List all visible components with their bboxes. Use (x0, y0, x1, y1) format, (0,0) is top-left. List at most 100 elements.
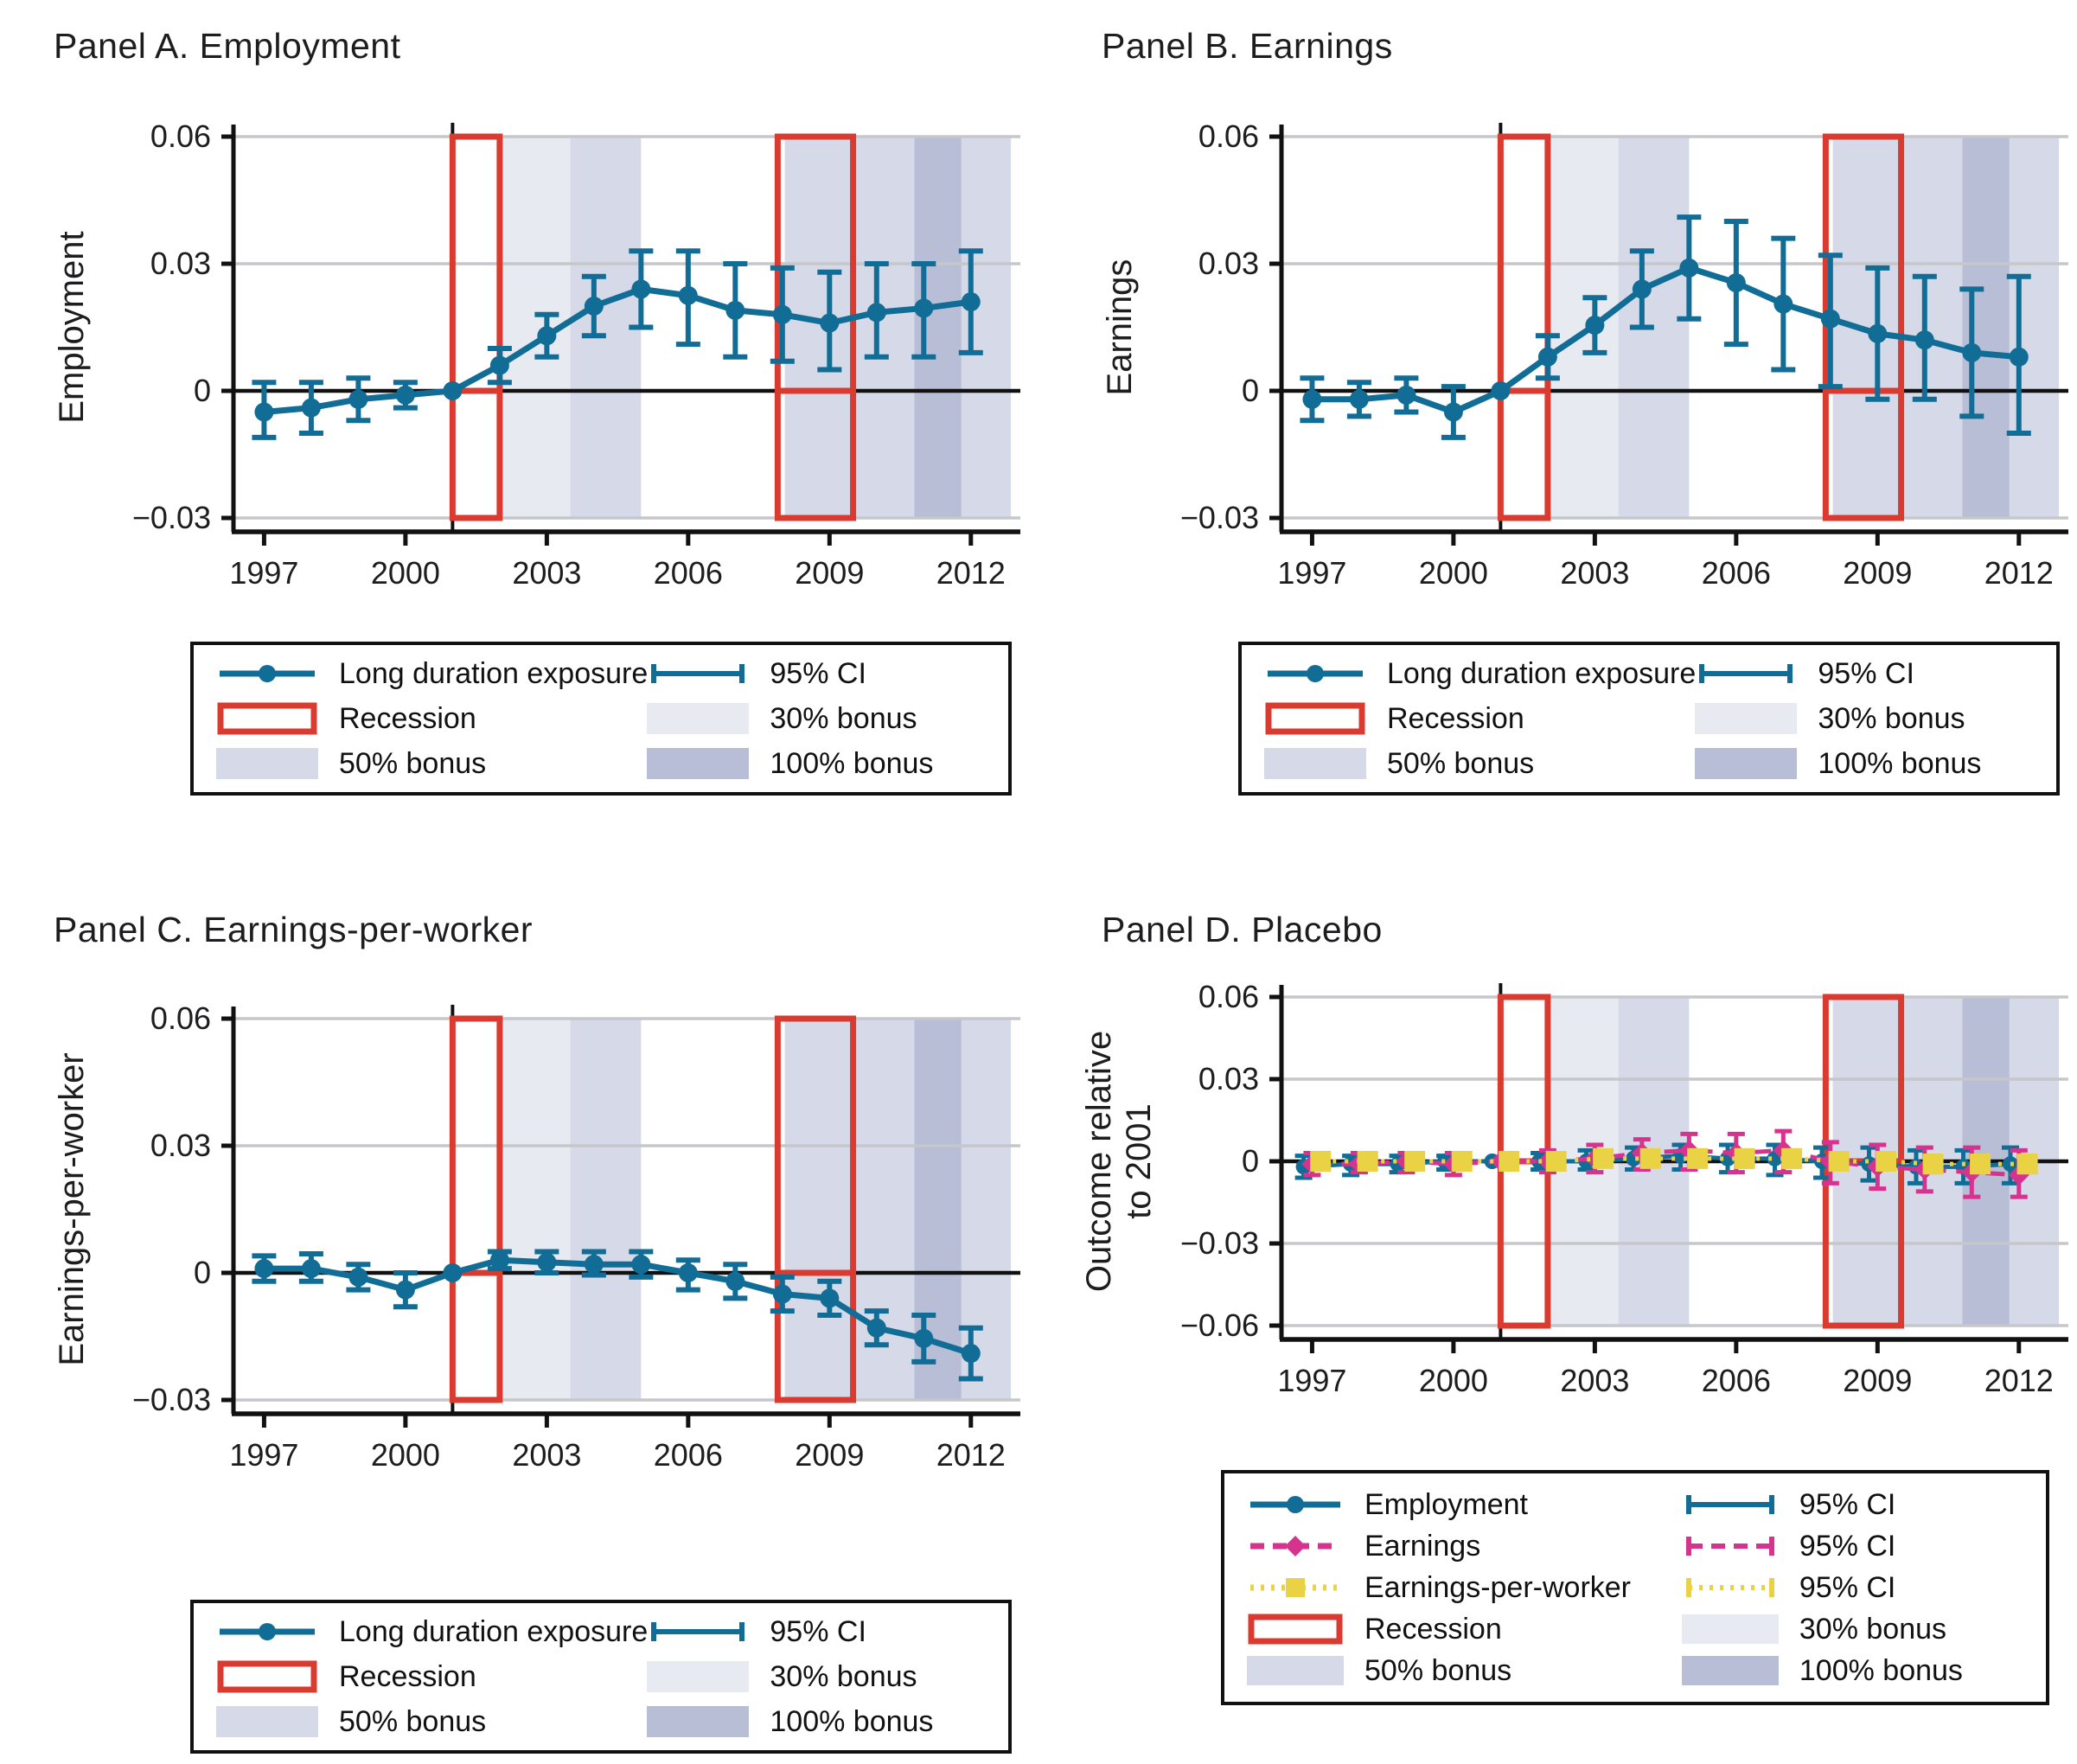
marker-circle (2009, 347, 2029, 367)
legend-glyph-recession-icon (217, 702, 317, 735)
series-long-duration-exposure (252, 248, 983, 440)
y-tick-label: 0 (1242, 1143, 1259, 1179)
legend-recession-box (217, 1660, 317, 1693)
legend-glyph-ci-blue-icon (651, 664, 745, 683)
bonus-region-30 (1547, 137, 1619, 518)
x-tick-label: 2003 (1560, 555, 1629, 591)
marker-circle (254, 402, 274, 422)
legend-swatch (1264, 748, 1366, 779)
y-tick-label: 0.03 (150, 246, 211, 281)
legend-item-100-bonus: 100% bonus (647, 1701, 986, 1742)
legend-label: 50% bonus (339, 746, 487, 780)
legend-label: 50% bonus (1387, 746, 1535, 780)
marker-circle (489, 355, 509, 375)
marker-square (1357, 1151, 1378, 1173)
legend-glyph-ci-blue-icon (1685, 1495, 1774, 1514)
marker-circle (348, 389, 368, 409)
marker-circle (678, 1263, 698, 1282)
x-tick-label: 2009 (795, 555, 864, 591)
legend-item-95-ci: 95% CI (1682, 1527, 2023, 1565)
y-tick-label: 0.03 (1198, 1061, 1259, 1096)
legend-recession-box (1248, 1614, 1343, 1645)
marker-circle (725, 300, 745, 320)
marker-square (1687, 1147, 1709, 1169)
marker-circle (348, 1267, 368, 1287)
marker-circle (866, 1318, 886, 1338)
bonus-region-50 (570, 1019, 642, 1400)
x-tick-label: 2000 (1419, 555, 1488, 591)
series-long-duration-exposure (1300, 214, 2031, 440)
legend-item-100-bonus: 100% bonus (1695, 743, 2034, 784)
x-tick-label: 2012 (1984, 555, 2054, 591)
panel-b-legend: Long duration exposure 95% CI Recession 30%… (1238, 642, 2060, 796)
legend-glyph-bonus50-icon (216, 748, 318, 779)
legend-label: Long duration exposure (339, 1614, 649, 1648)
panel-d-title: Panel D. Placebo (1102, 910, 1383, 949)
marker-circle (1302, 389, 1322, 409)
y-axis-title: Earnings (1101, 259, 1139, 396)
legend-label: Long duration exposure (1387, 656, 1697, 690)
x-tick-label: 2012 (936, 1437, 1006, 1473)
marker-circle (301, 398, 321, 418)
marker-circle (1349, 389, 1369, 409)
legend-recession-box (1265, 702, 1365, 735)
marker-circle (772, 1284, 792, 1304)
legend-item-30-bonus: 30% bonus (1681, 1610, 2023, 1648)
legend-label: 95% CI (1799, 1487, 1896, 1521)
legend-glyph-bonus50-icon (216, 1706, 318, 1737)
legend-glyph-series-blue-icon (220, 1623, 315, 1640)
legend-label: 100% bonus (770, 1704, 934, 1738)
legend-label: Earnings-per-worker (1364, 1570, 1631, 1604)
legend-label: Long duration exposure (339, 656, 649, 690)
series-line (1320, 1156, 2028, 1166)
legend-item-95-ci: 95% CI (1682, 1486, 2023, 1524)
legend-glyph-bonus30-icon (647, 1661, 750, 1692)
marker-circle (1868, 323, 1888, 343)
panel-d-legend: Employment 95% CI Earnings 95% CI Earnings-p… (1221, 1470, 2049, 1705)
marker-circle (1773, 294, 1793, 314)
x-tick-label: 1997 (229, 555, 298, 591)
y-tick-label: 0.06 (150, 118, 211, 154)
recession-box (774, 1015, 857, 1403)
marker-circle (914, 1328, 934, 1348)
legend-swatch (1681, 1614, 1779, 1644)
y-tick-label: −0.06 (1180, 1307, 1259, 1343)
marker-circle (443, 1263, 463, 1282)
marker-square (1734, 1147, 1755, 1169)
x-tick-label: 2006 (654, 1437, 723, 1473)
x-tick-label: 2000 (371, 1437, 440, 1473)
y-axis-title: Outcome relative (1080, 1031, 1118, 1292)
legend-label: Recession (1364, 1612, 1502, 1646)
legend-item-long-duration-exposure: Long duration exposure (216, 653, 649, 694)
legend-marker (1285, 1536, 1306, 1556)
legend-label: 95% CI (1818, 656, 1914, 690)
series-earnings-per-worker (1310, 1147, 2038, 1175)
legend-label: Recession (1387, 701, 1524, 735)
marker-circle (489, 1250, 509, 1270)
marker-square (1499, 1151, 1520, 1173)
marker-circle (1914, 330, 1934, 350)
marker-circle (1491, 381, 1511, 400)
x-tick-label: 2012 (936, 555, 1006, 591)
y-tick-label: 0 (194, 1255, 211, 1290)
legend-item-earnings-per-worker: Earnings-per-worker (1247, 1569, 1682, 1607)
series-long-duration-exposure (252, 1249, 983, 1382)
legend-label: 100% bonus (770, 746, 934, 780)
x-tick-label: 2006 (654, 555, 723, 591)
series-line (1312, 265, 2020, 415)
legend-label: Recession (339, 1659, 476, 1693)
marker-square (1545, 1151, 1567, 1173)
y-tick-label: −0.03 (132, 1382, 211, 1417)
marker-circle (1679, 258, 1699, 278)
marker-circle (678, 285, 698, 305)
marker-circle (395, 385, 415, 405)
legend-label: 30% bonus (770, 701, 917, 735)
legend-item-50-bonus: 50% bonus (216, 1701, 647, 1742)
marker-circle (1726, 273, 1746, 293)
legend-item-recession: Recession (1264, 698, 1695, 739)
legend-item-30-bonus: 30% bonus (647, 1656, 986, 1697)
marker-square (1922, 1154, 1944, 1175)
x-tick-label: 1997 (1277, 1363, 1346, 1398)
legend-item-recession: Recession (1247, 1610, 1682, 1648)
